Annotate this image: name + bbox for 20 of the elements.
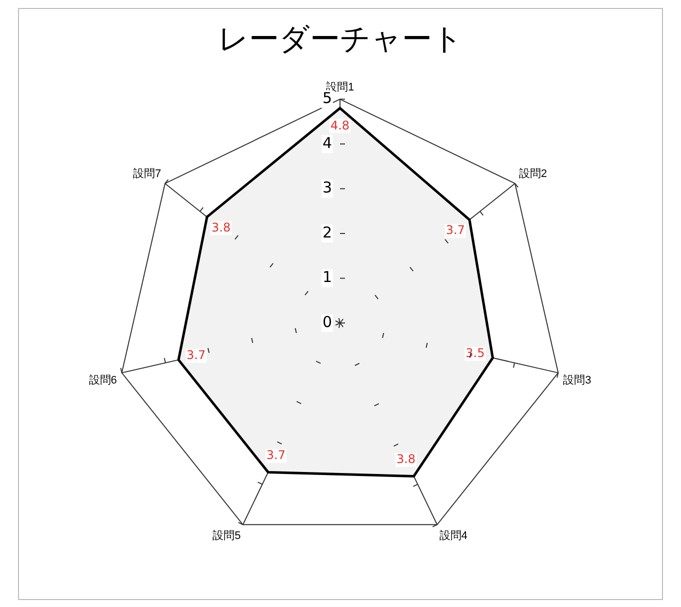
data-label: 4.8 [330,118,350,132]
spoke-label: 設問3 [563,374,592,387]
spoke-label: 設問5 [212,528,241,542]
chart-title: レーダーチャート [217,21,464,59]
data-label: 3.7 [186,348,206,362]
y-tick-label: 1 [322,268,332,286]
spoke-label: 設問7 [132,166,162,180]
data-label: 3.7 [446,223,465,238]
y-tick-label: 5 [322,89,332,108]
y-tick-label: 3 [322,178,332,197]
y-tick-label: 4 [322,134,332,152]
spoke-label: 設問4 [439,528,468,542]
data-label: 3.7 [266,448,286,462]
y-tick-label: 0 [322,312,332,331]
y-tick-label: 2 [322,223,332,242]
spoke-label: 設問6 [88,374,117,387]
data-label: 3.8 [212,220,231,234]
data-label: 3.5 [466,346,485,360]
spoke-label: 設問2 [518,166,548,180]
data-label: 3.8 [396,452,416,466]
